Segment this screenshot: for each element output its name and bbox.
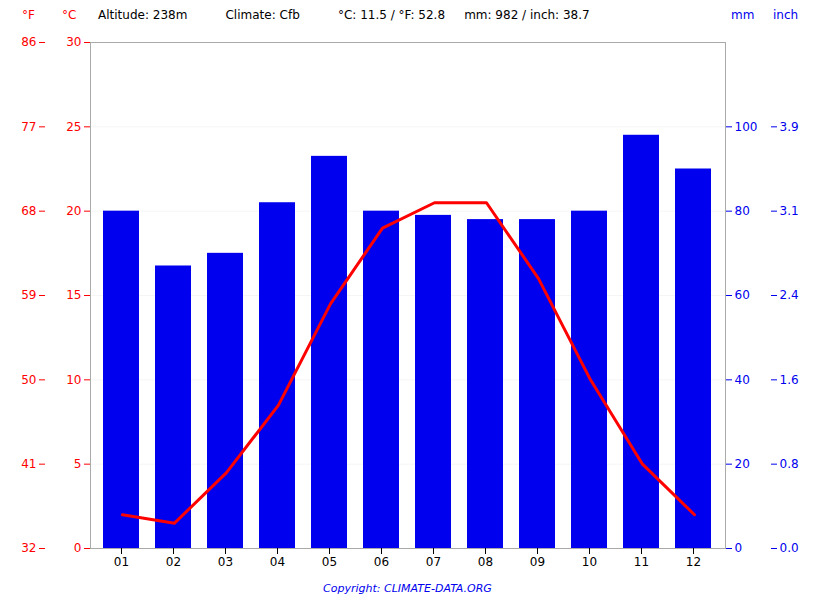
svg-text:20: 20 — [66, 204, 81, 218]
svg-text:80: 80 — [735, 204, 750, 218]
svg-text:11: 11 — [634, 555, 649, 569]
svg-text:04: 04 — [270, 555, 285, 569]
svg-text:07: 07 — [426, 555, 441, 569]
html-text:°F: °F — [22, 8, 35, 22]
svg-text:0: 0 — [735, 541, 743, 555]
svg-text:20: 20 — [735, 457, 750, 471]
svg-text:25: 25 — [66, 120, 81, 134]
svg-text:2.4: 2.4 — [780, 288, 799, 302]
svg-text:86: 86 — [21, 35, 36, 49]
html-text:inch: inch — [773, 8, 799, 22]
svg-text:3.9: 3.9 — [780, 120, 799, 134]
html-text:Altitude: 238m Climate: Cfb °C: Altitude: 238m Climate: Cfb °C: 11.5 / °… — [98, 8, 590, 22]
svg-text:5: 5 — [74, 457, 82, 471]
html-text:°C: °C — [62, 8, 77, 22]
svg-text:0: 0 — [74, 541, 82, 555]
svg-text:10: 10 — [582, 555, 597, 569]
svg-text:06: 06 — [374, 555, 389, 569]
svg-text:59: 59 — [21, 288, 36, 302]
svg-text:08: 08 — [478, 555, 493, 569]
svg-text:12: 12 — [686, 555, 701, 569]
svg-text:09: 09 — [530, 555, 545, 569]
svg-text:1.6: 1.6 — [780, 373, 799, 387]
svg-text:05: 05 — [322, 555, 337, 569]
svg-text:68: 68 — [21, 204, 36, 218]
svg-text:50: 50 — [21, 373, 36, 387]
html-text:mm: mm — [731, 8, 755, 22]
svg-text:0.8: 0.8 — [780, 457, 799, 471]
svg-text:41: 41 — [21, 457, 36, 471]
html-text:Copyright: CLIMATE-DATA.ORG: Copyright: CLIMATE-DATA.ORG — [323, 582, 492, 595]
svg-text:15: 15 — [66, 288, 81, 302]
svg-text:30: 30 — [66, 35, 81, 49]
svg-text:02: 02 — [166, 555, 181, 569]
svg-text:10: 10 — [66, 373, 81, 387]
svg-text:0.0: 0.0 — [780, 541, 799, 555]
svg-text:100: 100 — [735, 120, 758, 134]
svg-text:01: 01 — [114, 555, 129, 569]
svg-text:3.1: 3.1 — [780, 204, 799, 218]
svg-text:60: 60 — [735, 288, 750, 302]
svg-text:40: 40 — [735, 373, 750, 387]
svg-text:32: 32 — [21, 541, 36, 555]
svg-text:03: 03 — [218, 555, 233, 569]
svg-text:77: 77 — [21, 120, 36, 134]
